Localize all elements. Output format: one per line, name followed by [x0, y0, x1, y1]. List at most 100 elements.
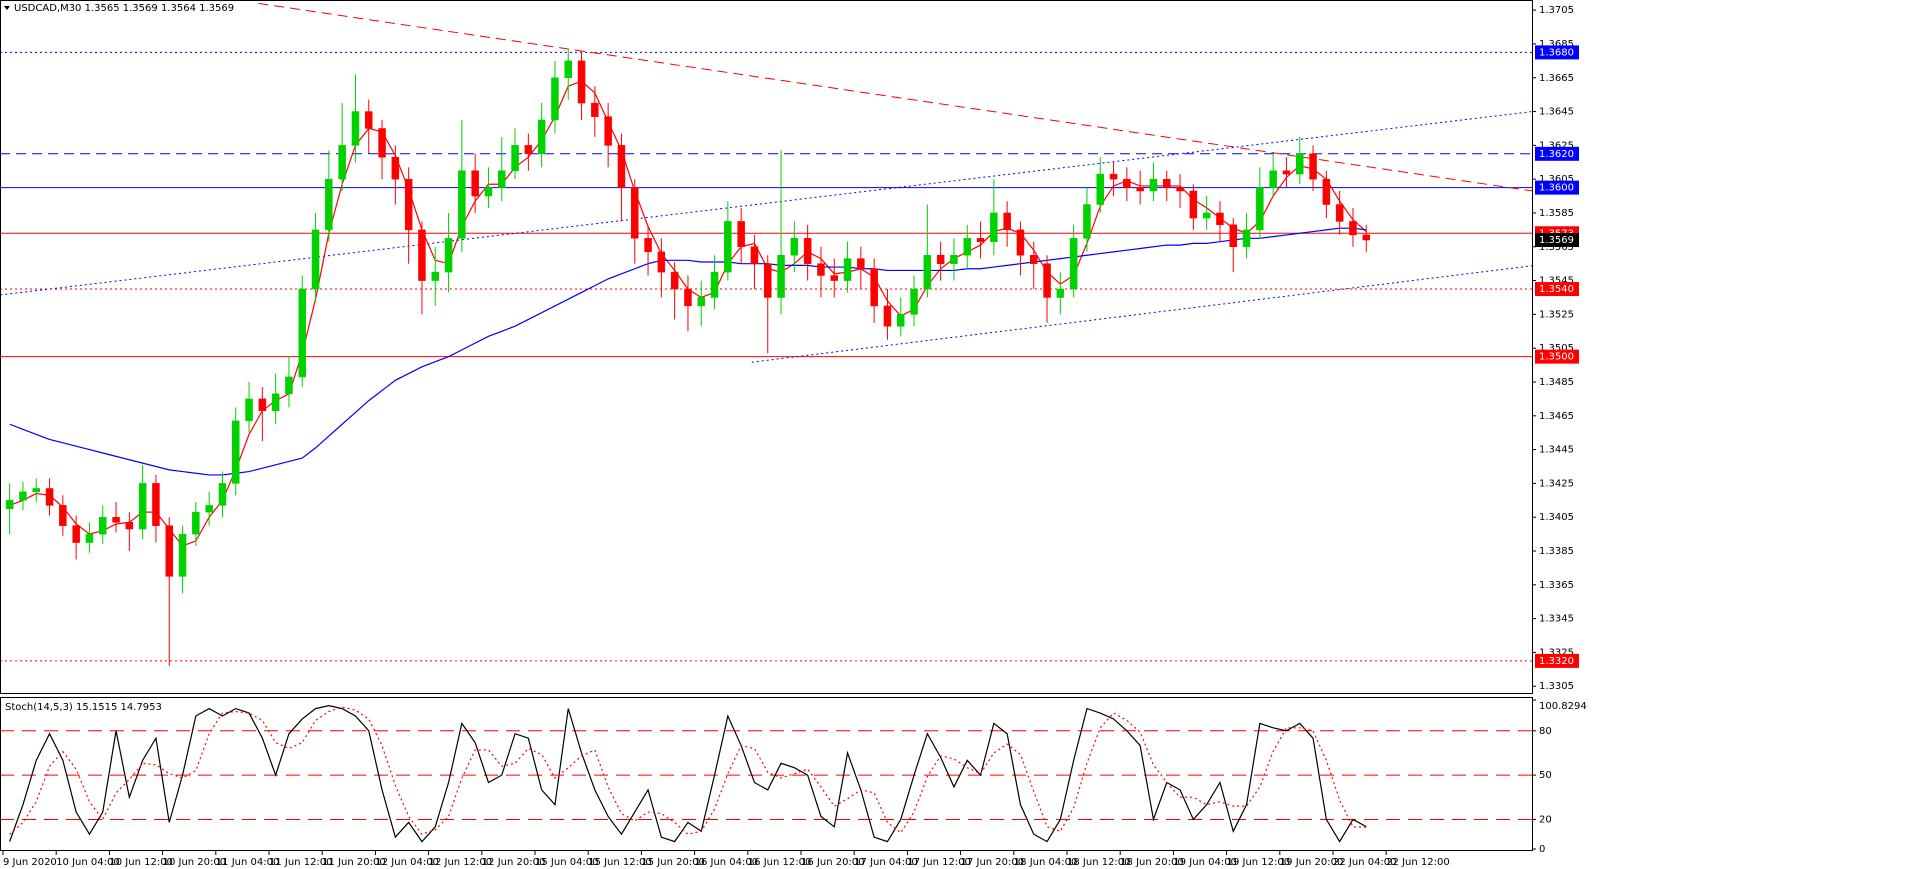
- x-tick-label: 12 Jun 20:00: [482, 857, 546, 868]
- x-tick-label: 12 Jun 04:00: [375, 857, 439, 868]
- candle-body: [830, 275, 838, 281]
- candle-body: [684, 288, 692, 307]
- y-tick-label: 1.3405: [1539, 512, 1574, 523]
- y-tick-label: 1.3665: [1539, 73, 1574, 84]
- candle-body: [724, 221, 732, 273]
- x-tick-label: 16 Jun 20:00: [801, 857, 865, 868]
- candle-body: [471, 170, 479, 197]
- candle-body: [1096, 173, 1104, 205]
- x-tick-label: 19 Jun 20:00: [1280, 857, 1344, 868]
- candle-body: [1123, 178, 1131, 188]
- x-tick-label: 12 Jun 12:00: [429, 857, 493, 868]
- candle-body: [737, 221, 745, 248]
- x-tick-label: 11 Jun 12:00: [269, 857, 333, 868]
- candle-body: [258, 398, 267, 411]
- axes: 1.3305 1.3325 1.3345 1.3365 1.3385 1.3405 1.34…: [2, 5, 1587, 868]
- candle-body: [245, 398, 253, 422]
- menu-icon[interactable]: [4, 6, 10, 10]
- candle-body: [1282, 170, 1291, 175]
- level-label: 1.3320: [1539, 656, 1574, 667]
- indicator-title: Stoch(14,5,3) 15.1515 14.7953: [5, 702, 162, 713]
- candle-body: [85, 533, 94, 543]
- candle-body: [112, 516, 120, 523]
- candle-body: [817, 263, 825, 276]
- stoch-line: [9, 706, 1367, 835]
- stoch-line: [9, 705, 1367, 843]
- candle-body: [205, 505, 213, 513]
- x-tick-label: 16 Jun 12:00: [748, 857, 812, 868]
- candle-body: [617, 145, 626, 188]
- candle-body: [484, 187, 493, 197]
- candle-body: [458, 170, 466, 239]
- x-tick-label: 9 Jun 2020: [3, 857, 57, 868]
- candle-body: [418, 229, 426, 281]
- x-tick-label: 11 Jun 04:00: [216, 857, 280, 868]
- level-label: 1.3680: [1539, 47, 1574, 58]
- y-tick-label: 1.3445: [1539, 445, 1574, 456]
- y-tick-label: 1.3345: [1539, 614, 1574, 625]
- candle-body: [45, 488, 54, 506]
- candle-body: [1003, 212, 1011, 231]
- candle-body: [338, 145, 346, 180]
- candle-body: [604, 116, 612, 146]
- candle-body: [325, 178, 333, 231]
- candle-body: [365, 111, 373, 129]
- candle-body: [1296, 153, 1304, 175]
- main-plot: [1, 2, 1532, 666]
- candle-body: [644, 238, 652, 253]
- y-tick-label: 80: [1539, 726, 1552, 737]
- candle-body: [72, 525, 80, 543]
- candle-body: [99, 516, 107, 535]
- candle-body: [498, 170, 506, 188]
- candle-body: [5, 500, 14, 510]
- candle-body: [1069, 238, 1078, 290]
- candle-body: [311, 229, 320, 290]
- candle-body: [1056, 288, 1065, 298]
- trendline: [1, 111, 1532, 296]
- x-tick-label: 18 Jun 04:00: [1014, 857, 1078, 868]
- candle-body: [551, 77, 559, 121]
- candle-body: [750, 246, 759, 264]
- x-tick-label: 22 Jun 12:00: [1386, 857, 1450, 868]
- candle-body: [710, 271, 719, 298]
- candle-body: [192, 511, 200, 535]
- y-tick-label: 1.3545: [1539, 276, 1574, 287]
- candle-body: [19, 491, 27, 501]
- y-tick-label: 1.3505: [1539, 343, 1574, 354]
- y-tick-label: 1.3705: [1539, 5, 1574, 16]
- candle-body: [178, 533, 187, 577]
- level-label: 1.3620: [1539, 149, 1574, 160]
- candle-body: [777, 254, 785, 298]
- candle-body: [1043, 263, 1051, 298]
- candle-body: [897, 314, 905, 327]
- x-tick-label: 19 Jun 04:00: [1173, 857, 1237, 868]
- candle-body: [1256, 187, 1264, 231]
- candle-body: [537, 119, 546, 155]
- x-tick-label: 15 Jun 20:00: [641, 857, 705, 868]
- candle-body: [1242, 229, 1251, 248]
- candle-body: [1322, 178, 1331, 205]
- x-tick-label: 19 Jun 12:00: [1227, 857, 1291, 868]
- main-frame: [0, 0, 1533, 694]
- candle-body: [391, 156, 400, 180]
- candle-body: [657, 251, 666, 273]
- candle-body: [843, 258, 852, 281]
- candle-body: [976, 238, 985, 242]
- level-label-box: [1535, 282, 1579, 297]
- x-tick-label: 15 Jun 04:00: [535, 857, 599, 868]
- y-tick-label: 1.3565: [1539, 242, 1574, 253]
- candle-body: [1202, 212, 1211, 219]
- y-tick-label: 0: [1539, 844, 1545, 855]
- candle-body: [271, 393, 280, 411]
- stoch-frame: [0, 697, 1533, 851]
- trendline: [258, 2, 1532, 192]
- candle-body: [125, 522, 134, 530]
- level-label: 1.3600: [1539, 183, 1574, 194]
- x-tick-label: 16 Jun 04:00: [695, 857, 759, 868]
- x-tick-label: 18 Jun 12:00: [1067, 857, 1131, 868]
- candle-body: [32, 488, 40, 493]
- candle-body: [1109, 173, 1118, 180]
